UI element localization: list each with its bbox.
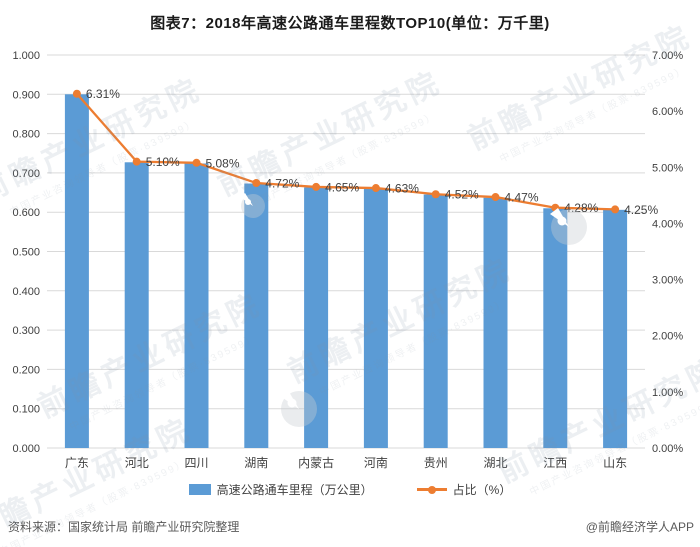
right-tick-label: 0.00% bbox=[652, 443, 683, 455]
left-tick-label: 0.600 bbox=[12, 207, 40, 219]
right-tick-label: 2.00% bbox=[652, 331, 683, 343]
data-label: 4.52% bbox=[445, 188, 479, 202]
data-label: 4.28% bbox=[564, 201, 598, 215]
bar bbox=[363, 188, 388, 448]
right-tick-label: 7.00% bbox=[652, 50, 683, 62]
marker bbox=[371, 184, 380, 193]
data-label: 5.08% bbox=[206, 156, 240, 170]
data-label: 4.25% bbox=[624, 203, 658, 217]
data-label: 4.65% bbox=[325, 180, 359, 194]
category-label: 河北 bbox=[125, 456, 149, 470]
chart-canvas: 0.000 0.100 0.200 0.300 0.400 0.500 0.600 0.700… bbox=[12, 50, 683, 470]
category-label: 贵州 bbox=[424, 456, 448, 470]
chart-title: 图表7：2018年高速公路通车里程数TOP10(单位：万千里) bbox=[150, 15, 550, 32]
left-tick-label: 0.100 bbox=[12, 404, 40, 416]
marker bbox=[491, 193, 500, 202]
source-text: 资料来源：国家统计局 前瞻产业研究院整理 bbox=[8, 520, 240, 534]
left-tick-label: 1.000 bbox=[12, 50, 40, 62]
data-label: 4.47% bbox=[505, 191, 539, 205]
left-tick-label: 0.400 bbox=[12, 286, 40, 298]
bar bbox=[304, 187, 329, 449]
bar bbox=[543, 208, 568, 448]
left-tick-label: 0.200 bbox=[12, 364, 40, 376]
left-tick-label: 0.800 bbox=[12, 129, 40, 141]
category-label: 广东 bbox=[65, 456, 89, 470]
bar bbox=[64, 94, 89, 449]
left-tick-label: 0.700 bbox=[12, 168, 40, 180]
footer: 资料来源：国家统计局 前瞻产业研究院整理 @前瞻经济学人APP bbox=[8, 518, 694, 535]
credit-text: @前瞻经济学人APP bbox=[585, 520, 694, 534]
data-label: 4.63% bbox=[385, 182, 419, 196]
data-label: 4.72% bbox=[265, 177, 299, 191]
bar bbox=[483, 197, 508, 448]
marker bbox=[431, 190, 440, 199]
right-tick-label: 1.00% bbox=[652, 387, 683, 399]
left-tick-label: 0.300 bbox=[12, 325, 40, 337]
data-label: 6.31% bbox=[86, 87, 120, 101]
bar bbox=[603, 209, 628, 448]
legend-item-share: 占比（%） bbox=[416, 481, 512, 498]
right-tick-label: 3.00% bbox=[652, 275, 683, 287]
marker bbox=[611, 205, 620, 214]
bar bbox=[244, 183, 269, 449]
legend-line-swatch-icon bbox=[416, 485, 447, 494]
left-tick-label: 0.000 bbox=[12, 443, 40, 455]
right-tick-label: 5.00% bbox=[652, 162, 683, 174]
legend: 高速公路通车里程（万公里） 占比（%） bbox=[0, 481, 700, 498]
bar bbox=[423, 194, 448, 448]
legend-line-label: 占比（%） bbox=[452, 483, 512, 497]
marker bbox=[312, 182, 321, 191]
category-label: 江西 bbox=[543, 456, 567, 470]
data-label: 5.10% bbox=[146, 155, 180, 169]
marker bbox=[132, 157, 141, 166]
marker bbox=[72, 89, 81, 98]
marker bbox=[551, 203, 560, 212]
category-label: 河南 bbox=[364, 455, 388, 470]
category-label: 内蒙古 bbox=[298, 455, 334, 470]
legend-bar-label: 高速公路通车里程（万公里） bbox=[216, 483, 373, 497]
trend-line bbox=[76, 92, 616, 211]
left-tick-label: 0.900 bbox=[12, 89, 40, 101]
right-tick-label: 4.00% bbox=[652, 218, 683, 230]
left-tick-label: 0.500 bbox=[12, 247, 40, 259]
marker bbox=[192, 158, 201, 167]
legend-bar-swatch-icon bbox=[188, 484, 211, 495]
bar bbox=[124, 162, 149, 448]
category-label: 四川 bbox=[184, 456, 208, 470]
category-label: 湖北 bbox=[483, 455, 507, 470]
category-label: 山东 bbox=[603, 456, 627, 470]
right-tick-label: 6.00% bbox=[652, 106, 683, 118]
category-label: 湖南 bbox=[244, 455, 268, 470]
legend-item-mileage: 高速公路通车里程（万公里） bbox=[188, 481, 373, 498]
bar bbox=[184, 163, 209, 448]
marker bbox=[252, 179, 261, 188]
